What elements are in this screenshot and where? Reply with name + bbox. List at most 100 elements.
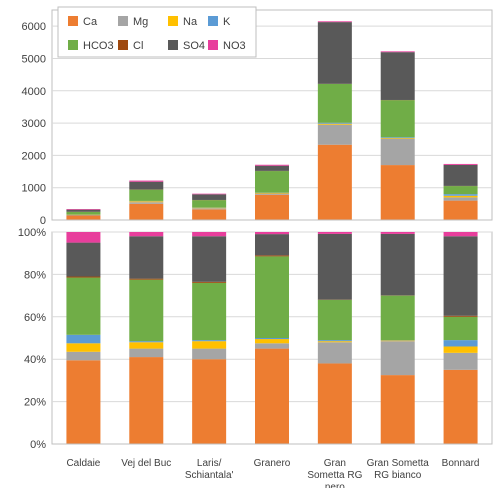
legend-label-hco3: HCO3 [83,40,114,52]
bottom-bar-segment-ca [317,363,352,444]
top-bar-segment-hco3 [129,189,164,201]
bottom-bar-segment-mg [129,348,164,358]
bottom-bar-segment-hco3 [192,282,227,341]
bottom-bar-segment-na [443,346,478,353]
top-bar-segment-no3 [317,21,352,23]
bottom-bar-segment-k [317,340,352,342]
top-bar-segment-so4 [66,209,101,212]
bottom-y-tick-label: 20% [24,397,46,409]
bottom-bar-segment-k [129,341,164,343]
bottom-bar-segment-no3 [380,232,415,234]
bottom-bar-segment-hco3 [255,256,289,338]
top-bar-segment-ca [129,203,164,220]
bottom-bar-segment-no3 [443,232,478,237]
top-y-tick-label: 6000 [22,21,46,33]
legend-label-k: K [223,16,231,28]
x-axis-category-labels: Caldaie Vej del Buc Laris/Schiantala' Grane… [66,458,479,488]
top-bar-segment-so4 [443,164,478,186]
top-bar-segment-na [255,192,289,194]
x-tick-label-line: Granero [254,458,291,469]
legend-swatch-hco3 [68,40,78,50]
bottom-bar-segment-cl [129,278,164,280]
top-bar-segment-ca [380,165,415,220]
bottom-bar-segment-mg [255,343,289,349]
legend-label-na: Na [183,16,198,28]
bottom-bar-segment-no3 [192,232,227,237]
x-tick-label: Vej del Buc [121,458,171,469]
top-bar-segment-k [317,122,352,124]
bottom-bar-segment-ca [192,359,227,444]
bottom-bar-segment-no3 [317,232,352,234]
bottom-bar-segment-so4 [255,234,289,256]
top-bar-segment-na [129,201,164,203]
top-bar-segment-na [380,137,415,139]
bottom-bar-segment-ca [443,369,478,444]
top-bar-segment-na [317,123,352,125]
legend-box [57,6,257,58]
top-y-tick-label: 1000 [22,183,46,195]
top-y-tick-label: 4000 [22,86,46,98]
legend-label-so4: SO4 [183,40,205,52]
x-tick-label: Bonnard [442,458,480,469]
percent-stacked-bar-chart: 0% 20% 40% 60% 80% 100% [18,227,493,451]
top-bar-segment-ca [255,194,289,220]
absolute-stacked-bar-chart: 0 1000 2000 3000 4000 5000 6000 [22,9,493,227]
x-tick-label-line: nero [325,482,345,488]
bottom-bar-segment-mg [192,348,227,360]
top-bar-segment-no3 [255,164,289,166]
legend-label-no3: NO3 [223,40,246,52]
bottom-bar-segment-hco3 [443,316,478,341]
bottom-bar-segment-hco3 [66,277,101,335]
bottom-bar-segment-na [192,341,227,349]
x-tick-label-line: Laris/ [197,458,222,469]
top-bar-segment-k [380,137,415,138]
top-bar-segment-so4 [255,165,289,171]
bottom-bar-segment-mg [380,341,415,376]
legend-swatch-ca [68,16,78,26]
top-bar-segment-hco3 [443,186,478,195]
bottom-bar-segment-mg [317,342,352,364]
bottom-bar-segment-mg [66,351,101,361]
bottom-bar-segment-cl [192,281,227,283]
top-bar-segment-mg [255,193,289,195]
bottom-bar-segment-na [380,340,415,342]
top-y-tick-label: 3000 [22,118,46,130]
bottom-bar-segment-cl [66,276,101,278]
x-tick-label: Laris/Schiantala' [185,458,234,481]
x-tick-label: Granero [254,458,291,469]
bottom-bar-segment-so4 [192,236,227,282]
top-bar-segment-ca [443,200,478,220]
bottom-bar-segment-so4 [443,236,478,316]
x-tick-label-line: Vej del Buc [121,458,171,469]
bottom-bar-segment-k [255,338,289,340]
x-tick-label-line: Gran Sometta [367,458,430,469]
top-bar-segment-na [443,195,478,198]
x-tick-label-line: Gran [324,458,346,469]
top-bar-segment-no3 [192,193,227,195]
top-bar-segment-hco3 [380,100,415,138]
x-tick-label-line: Schiantala' [185,470,234,481]
bottom-y-tick-label: 100% [18,227,46,239]
bottom-bar-segment-ca [129,357,164,444]
bottom-bar-segment-no3 [255,232,289,235]
bottom-bar-segment-so4 [380,233,415,296]
bottom-y-tick-label: 80% [24,269,46,281]
x-tick-label: Caldaie [66,458,100,469]
bottom-bar-segment-so4 [129,236,164,279]
top-bar-segment-so4 [317,22,352,84]
legend-swatch-na [168,16,178,26]
bottom-bar-segment-k [443,340,478,347]
bottom-bar-segment-so4 [66,242,101,277]
top-bar-segment-no3 [443,163,478,165]
bottom-bar-segment-no3 [66,232,101,243]
top-bar-segment-ca [66,215,101,220]
top-bar-segment-hco3 [255,171,289,193]
legend-swatch-no3 [208,40,218,50]
top-bar-segment-no3 [66,209,101,210]
legend-label-cl: Cl [133,40,143,52]
x-tick-label-line: Caldaie [66,458,100,469]
top-bar-segment-k [443,194,478,196]
bottom-bar-segment-na [317,341,352,343]
bottom-bar-segment-k [192,340,227,342]
